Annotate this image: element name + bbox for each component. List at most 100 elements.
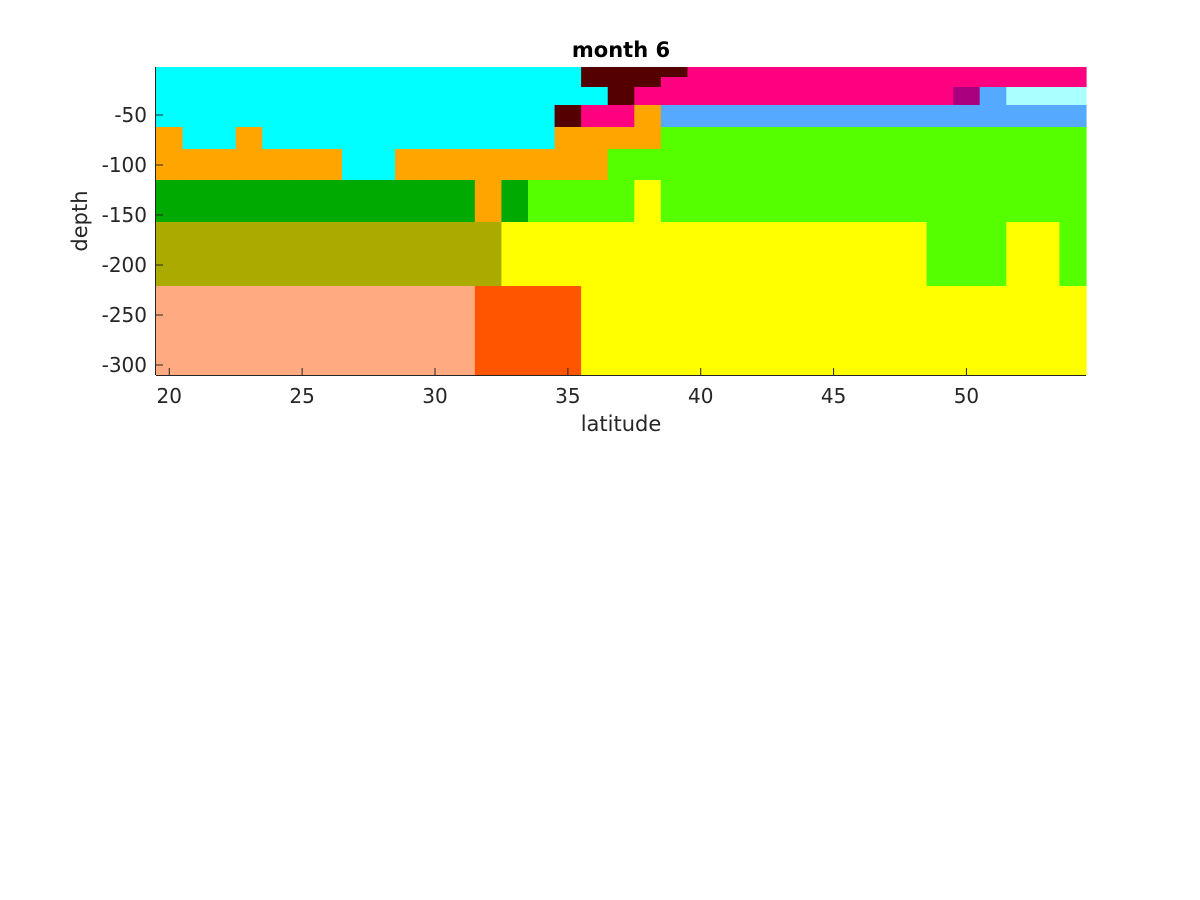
heatmap-cell (209, 180, 237, 223)
heatmap-cell (687, 149, 715, 181)
heatmap-cell (1032, 149, 1061, 181)
heatmap-cell (1059, 87, 1087, 106)
heatmap-cell (660, 180, 689, 223)
heatmap-cell (288, 286, 317, 376)
heatmap-cell (820, 222, 848, 287)
heatmap-cell (342, 127, 370, 150)
heatmap-cell (953, 149, 981, 181)
x-tick-label: 20 (157, 384, 182, 408)
heatmap-cell (315, 87, 343, 106)
heatmap-cell (528, 87, 556, 106)
heatmap-cell (528, 286, 556, 376)
heatmap-cell (421, 180, 449, 223)
heatmap-cell (182, 87, 210, 106)
heatmap-cell (288, 105, 317, 128)
heatmap-cell (1059, 77, 1087, 88)
y-tick-label: -50 (114, 103, 147, 127)
heatmap-cell (528, 149, 556, 181)
heatmap-cell (1006, 67, 1034, 78)
heatmap-cell (182, 77, 210, 88)
heatmap-cell (634, 222, 662, 287)
heatmap-cell (156, 105, 184, 128)
heatmap-cell (820, 87, 848, 106)
heatmap-cell (1006, 286, 1034, 376)
heatmap-cell (714, 180, 742, 223)
heatmap-cell (262, 149, 290, 181)
heatmap-cell (979, 87, 1007, 106)
heatmap-cell (979, 127, 1007, 150)
heatmap-cell (634, 286, 662, 376)
heatmap-cell (607, 180, 635, 223)
heatmap-cell (846, 127, 875, 150)
heatmap-cell (687, 180, 715, 223)
heatmap-cell (395, 180, 423, 223)
heatmap-cell (1006, 180, 1034, 223)
heatmap-cell (235, 127, 263, 150)
heatmap-cell (182, 127, 210, 150)
heatmap-cell (474, 180, 503, 223)
heatmap-cell (979, 77, 1007, 88)
heatmap-cell (979, 222, 1007, 287)
heatmap-cell (235, 222, 263, 287)
heatmap-cell (634, 105, 662, 128)
heatmap-cell (182, 105, 210, 128)
heatmap-cell (607, 127, 635, 150)
heatmap-cell (687, 222, 715, 287)
heatmap-cell (581, 149, 609, 181)
heatmap-cell (235, 77, 263, 88)
heatmap-cell (634, 149, 662, 181)
y-tick-label: -150 (102, 203, 147, 227)
heatmap-cell (342, 87, 370, 106)
heatmap-cell (900, 127, 928, 150)
heatmap-cell (687, 286, 715, 376)
heatmap-cell (607, 87, 635, 106)
heatmap-cell (900, 77, 928, 88)
heatmap-cell (767, 87, 795, 106)
heatmap-cell (767, 180, 795, 223)
heatmap-cell (660, 149, 689, 181)
y-tick-label: -100 (102, 153, 147, 177)
heatmap-cell (687, 77, 715, 88)
heatmap-cell (288, 87, 317, 106)
heatmap-cell (714, 105, 742, 128)
heatmap-cell (581, 67, 609, 78)
x-tick-label: 45 (821, 384, 846, 408)
heatmap-cell (793, 127, 821, 150)
heatmap-cell (395, 77, 423, 88)
heatmap-cell (209, 105, 237, 128)
heatmap-cell (315, 222, 343, 287)
heatmap-cell (793, 67, 821, 78)
heatmap-cell (926, 67, 954, 78)
y-axis-label: depth (68, 190, 92, 251)
heatmap-cell (209, 77, 237, 88)
heatmap-cell (209, 286, 237, 376)
heatmap-cell (421, 77, 449, 88)
heatmap-cell (395, 149, 423, 181)
heatmap-cell (1059, 286, 1087, 376)
heatmap-cell (607, 77, 635, 88)
heatmap-cell (714, 286, 742, 376)
x-tick-label: 35 (555, 384, 580, 408)
heatmap-cell (209, 87, 237, 106)
heatmap-cell (714, 87, 742, 106)
heatmap-cell (315, 67, 343, 78)
heatmap-cell (979, 180, 1007, 223)
heatmap-cell (926, 105, 954, 128)
heatmap-cell (501, 149, 529, 181)
heatmap-cell (767, 105, 795, 128)
heatmap-cell (687, 105, 715, 128)
heatmap-cell (873, 67, 901, 78)
heatmap-cell (767, 222, 795, 287)
heatmap-cell (554, 127, 582, 150)
heatmap-cell (660, 77, 689, 88)
heatmap-cell (501, 286, 529, 376)
heatmap-cell (554, 222, 582, 287)
heatmap-cell (474, 87, 503, 106)
heatmap-cell (660, 222, 689, 287)
heatmap-cell (767, 286, 795, 376)
heatmap-cell (262, 127, 290, 150)
heatmap-cell (315, 286, 343, 376)
heatmap-cell (235, 87, 263, 106)
heatmap-cell (1032, 67, 1061, 78)
